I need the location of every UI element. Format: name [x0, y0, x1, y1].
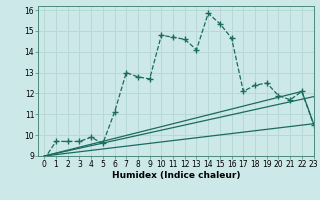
X-axis label: Humidex (Indice chaleur): Humidex (Indice chaleur) [112, 171, 240, 180]
